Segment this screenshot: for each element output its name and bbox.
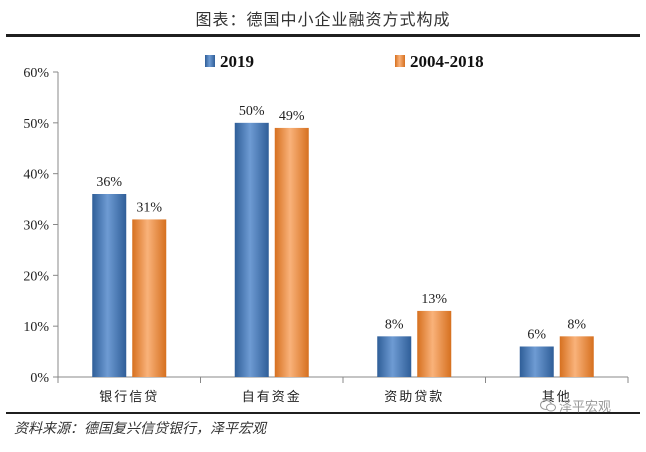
- y-tick-label: 30%: [23, 219, 49, 234]
- bar-chart: 0% 10% 20% 30% 40% 50% 60% 银行信贷 自有资金 资助贷款 其他 36% 31…: [23, 52, 629, 405]
- y-tick-label: 20%: [23, 269, 49, 284]
- data-label: 50%: [239, 104, 265, 119]
- data-label: 31%: [136, 200, 162, 215]
- y-tick-label: 40%: [23, 168, 49, 183]
- category-label: 银行信贷: [99, 390, 159, 405]
- bar: [132, 219, 167, 377]
- bar: [519, 346, 554, 377]
- data-label: 49%: [279, 109, 305, 124]
- chart-bars: 36% 31% 50% 49% 8% 13% 6% 8%: [92, 104, 594, 378]
- data-label: 8%: [567, 317, 586, 332]
- bar: [274, 127, 309, 378]
- y-tick-label: 50%: [23, 117, 49, 132]
- data-label: 8%: [385, 317, 404, 332]
- bar: [377, 336, 412, 377]
- bottom-rule: [6, 412, 640, 414]
- data-label: 6%: [527, 328, 546, 343]
- chart-legend: 2019 2004-2018: [205, 52, 484, 71]
- category-label: 其他: [542, 390, 572, 405]
- watermark-text: 泽平宏观: [559, 400, 612, 415]
- top-rule: [6, 34, 640, 37]
- source-note: 资料来源：德国复兴信贷银行，泽平宏观: [14, 421, 266, 437]
- legend-label: 2019: [220, 52, 254, 71]
- legend-label: 2004-2018: [410, 52, 484, 71]
- wechat-icon: [540, 399, 556, 412]
- bar: [234, 122, 269, 377]
- bar: [417, 310, 452, 377]
- bar: [92, 194, 127, 377]
- category-label: 资助贷款: [384, 390, 444, 405]
- y-tick-label: 60%: [23, 66, 49, 81]
- y-tick-label: 0%: [30, 371, 49, 386]
- legend-swatch: [205, 55, 215, 67]
- legend-swatch: [395, 55, 405, 67]
- bar: [559, 336, 594, 377]
- category-label: 自有资金: [242, 389, 302, 405]
- data-label: 36%: [96, 175, 122, 190]
- chart-title: 图表：德国中小企业融资方式构成: [195, 10, 451, 29]
- watermark: 泽平宏观: [540, 396, 611, 415]
- data-label: 13%: [421, 292, 447, 307]
- y-tick-label: 10%: [23, 320, 49, 335]
